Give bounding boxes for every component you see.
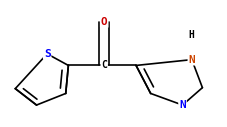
Text: N: N (179, 100, 186, 110)
Text: C: C (101, 60, 107, 70)
Text: H: H (189, 29, 195, 39)
Text: S: S (44, 49, 51, 59)
Text: N: N (188, 55, 195, 65)
Text: O: O (101, 17, 108, 27)
